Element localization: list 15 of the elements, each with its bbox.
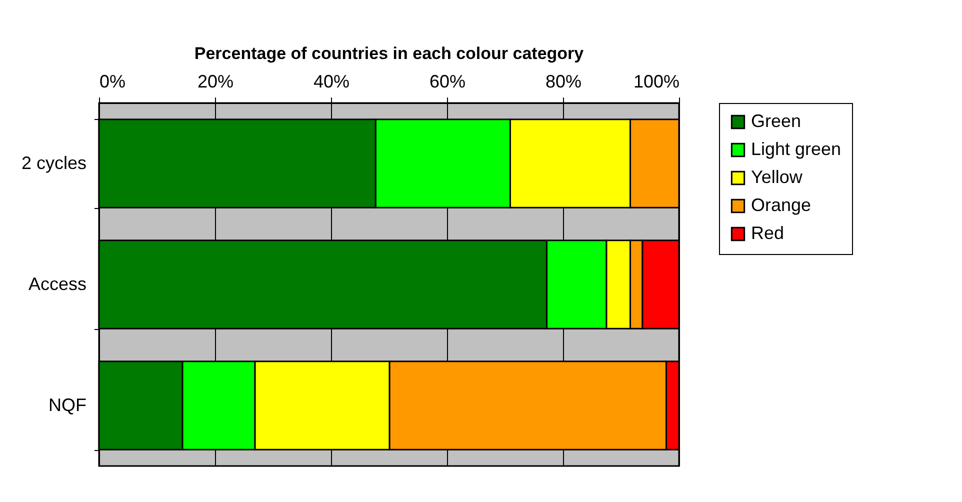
y-tick-label: Access (28, 274, 86, 294)
legend-label: Red (751, 223, 784, 243)
x-tick-label: 40% (313, 72, 350, 92)
x-tick-label: 100% (633, 72, 680, 92)
y-tick-label: 2 cycles (21, 153, 86, 173)
legend-label: Light green (751, 139, 842, 159)
x-tick-label: 80% (545, 72, 582, 92)
x-tick-label: 20% (197, 72, 234, 92)
legend-label: Yellow (751, 167, 804, 187)
x-tick-label: 0% (100, 72, 126, 92)
x-tick-label: 60% (429, 72, 466, 92)
legend-label: Orange (751, 195, 812, 215)
y-tick-label: NQF (48, 395, 86, 415)
chart-title: Percentage of countries in each colour category (194, 44, 584, 63)
legend-label: Green (751, 111, 802, 131)
